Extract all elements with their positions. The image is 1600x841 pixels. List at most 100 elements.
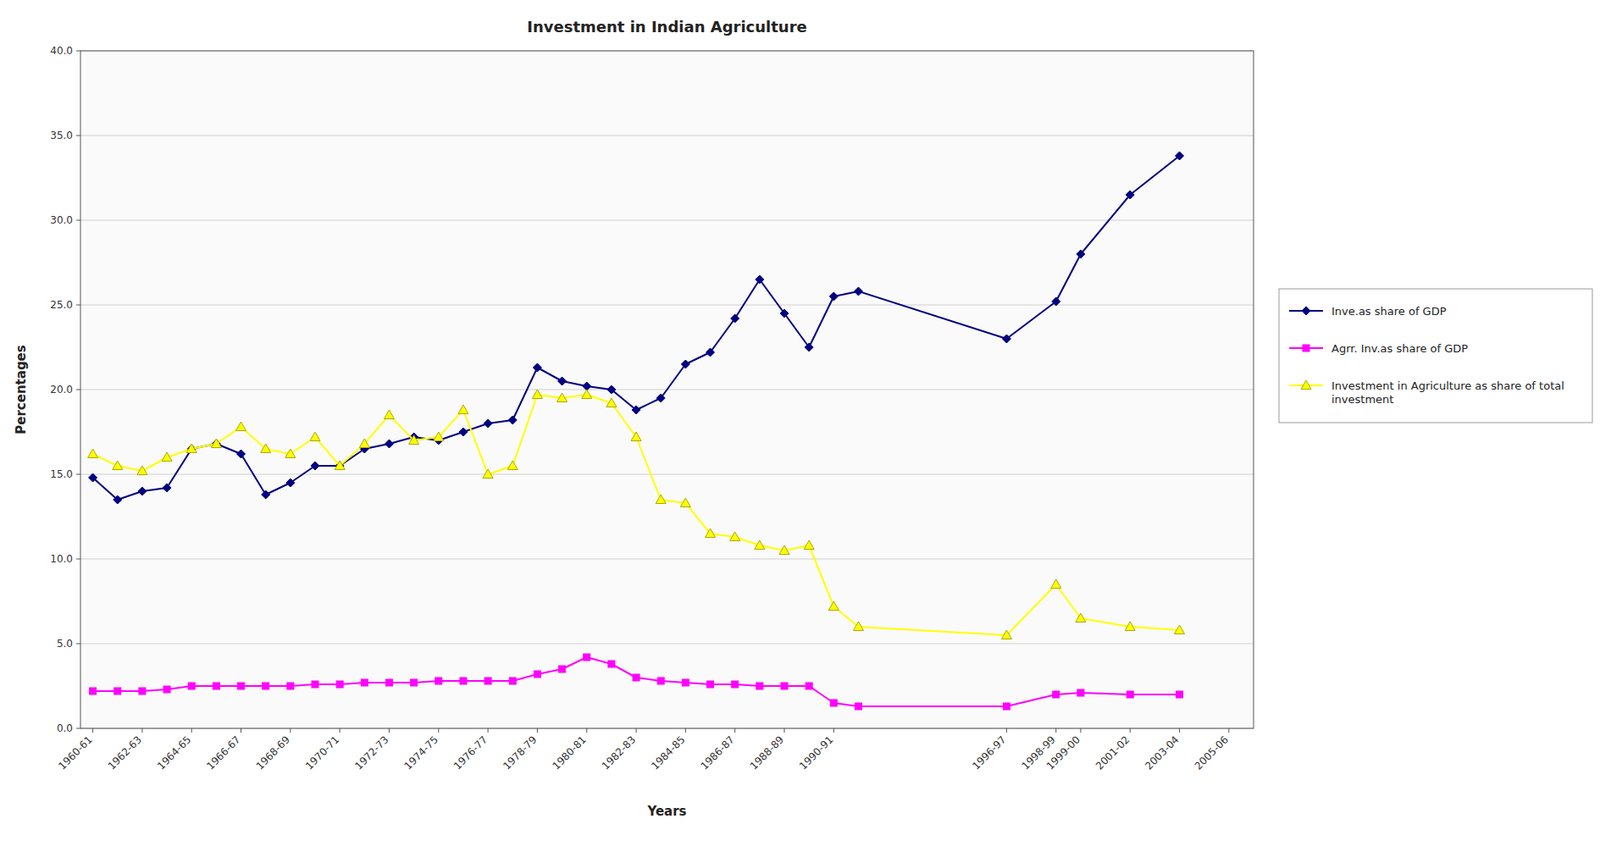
y-tick — [76, 728, 81, 730]
x-tick-label: 1978-79 — [500, 733, 539, 772]
point — [1125, 190, 1135, 200]
point — [410, 679, 418, 687]
point — [779, 545, 790, 555]
series-line — [93, 657, 1180, 707]
y-tick-label: 5.0 — [56, 637, 73, 650]
point — [731, 680, 739, 688]
x-tick-label: 1960-61 — [55, 733, 95, 772]
x-tick-label: 2003-04 — [1142, 733, 1181, 772]
point — [383, 409, 394, 420]
point — [607, 385, 616, 394]
point — [705, 528, 716, 538]
point — [631, 405, 641, 415]
point — [161, 452, 172, 462]
point — [730, 314, 740, 323]
x-tick — [833, 728, 835, 733]
grid-line — [80, 135, 1254, 137]
x-tick-label: 1984-85 — [648, 733, 687, 772]
x-tick — [636, 728, 637, 733]
point — [852, 621, 864, 632]
x-tick-label: 1968-69 — [254, 733, 293, 772]
point — [138, 487, 147, 496]
point — [238, 682, 245, 690]
grid-line — [80, 643, 1254, 645]
x-tick-label: 1964-65 — [155, 733, 194, 772]
point — [508, 415, 517, 425]
x-tick — [1228, 728, 1230, 733]
point — [853, 287, 863, 296]
point — [1174, 625, 1185, 635]
x-tick — [685, 728, 687, 733]
legend-marker — [1301, 306, 1311, 316]
x-tick — [784, 728, 786, 733]
point — [559, 665, 566, 673]
point — [803, 540, 814, 550]
point — [1051, 579, 1062, 589]
point — [706, 348, 715, 357]
point — [89, 687, 97, 695]
legend-label-line: Investment in Agriculture as share of to… — [1331, 379, 1565, 393]
point — [1001, 630, 1012, 640]
grid-line — [80, 304, 1254, 306]
y-tick — [76, 135, 81, 137]
point — [459, 677, 467, 685]
point — [1175, 151, 1185, 161]
point — [114, 687, 122, 695]
y-axis-label: Percentages — [13, 344, 29, 435]
title: Investment in Indian Agriculture — [526, 17, 808, 36]
y-tick — [76, 304, 81, 306]
point — [186, 443, 197, 454]
x-tick-label: 1962-63 — [105, 733, 144, 772]
point — [1051, 297, 1061, 306]
x-tick — [1079, 728, 1081, 733]
point — [854, 703, 862, 710]
x-tick — [537, 728, 538, 733]
x-tick — [1129, 728, 1131, 733]
legend: Inve.as share of GDP Agrr. Inv.as share o… — [1278, 288, 1593, 423]
x-tick-label: 1999-00 — [1044, 733, 1083, 772]
legend-label-line: Inve.as share of GDP — [1331, 304, 1447, 318]
point — [359, 438, 370, 449]
y-tick — [76, 389, 81, 391]
point — [828, 601, 839, 611]
point — [458, 404, 469, 415]
grid-line — [80, 559, 1254, 560]
series-line — [93, 394, 1180, 636]
x-tick-label: 2001-02 — [1093, 733, 1132, 772]
point — [236, 421, 247, 432]
point — [385, 679, 393, 687]
legend-label-line: Agrr. Inv.as share of GDP — [1331, 342, 1468, 355]
point — [435, 677, 443, 685]
point — [88, 473, 98, 482]
y-tick-label: 35.0 — [49, 129, 73, 142]
x-tick-label: 1972-73 — [352, 733, 391, 772]
point — [608, 660, 615, 668]
point — [507, 460, 518, 471]
legend-label: Agrr. Inv.as share of GDP — [1331, 342, 1468, 355]
point — [112, 460, 123, 471]
point — [188, 682, 195, 690]
point — [655, 494, 666, 504]
point — [1077, 689, 1085, 697]
y-tick-label: 15.0 — [49, 468, 73, 481]
point — [1126, 691, 1134, 698]
y-tick — [76, 474, 81, 476]
point — [210, 438, 222, 449]
point — [311, 680, 319, 688]
point — [484, 677, 492, 685]
point — [581, 389, 593, 399]
x-tick-label: 1990-91 — [797, 733, 836, 772]
data-layer — [88, 151, 1185, 710]
x-tick — [1006, 728, 1008, 733]
y-tick — [76, 643, 81, 645]
point — [558, 376, 567, 386]
x-tick — [1055, 728, 1057, 733]
point — [707, 680, 715, 688]
point — [1002, 703, 1010, 710]
point — [829, 292, 838, 301]
x-tick — [92, 728, 94, 733]
plot-area — [80, 50, 1254, 729]
point — [1002, 334, 1011, 344]
x-tick — [1179, 728, 1180, 733]
point — [533, 670, 541, 678]
